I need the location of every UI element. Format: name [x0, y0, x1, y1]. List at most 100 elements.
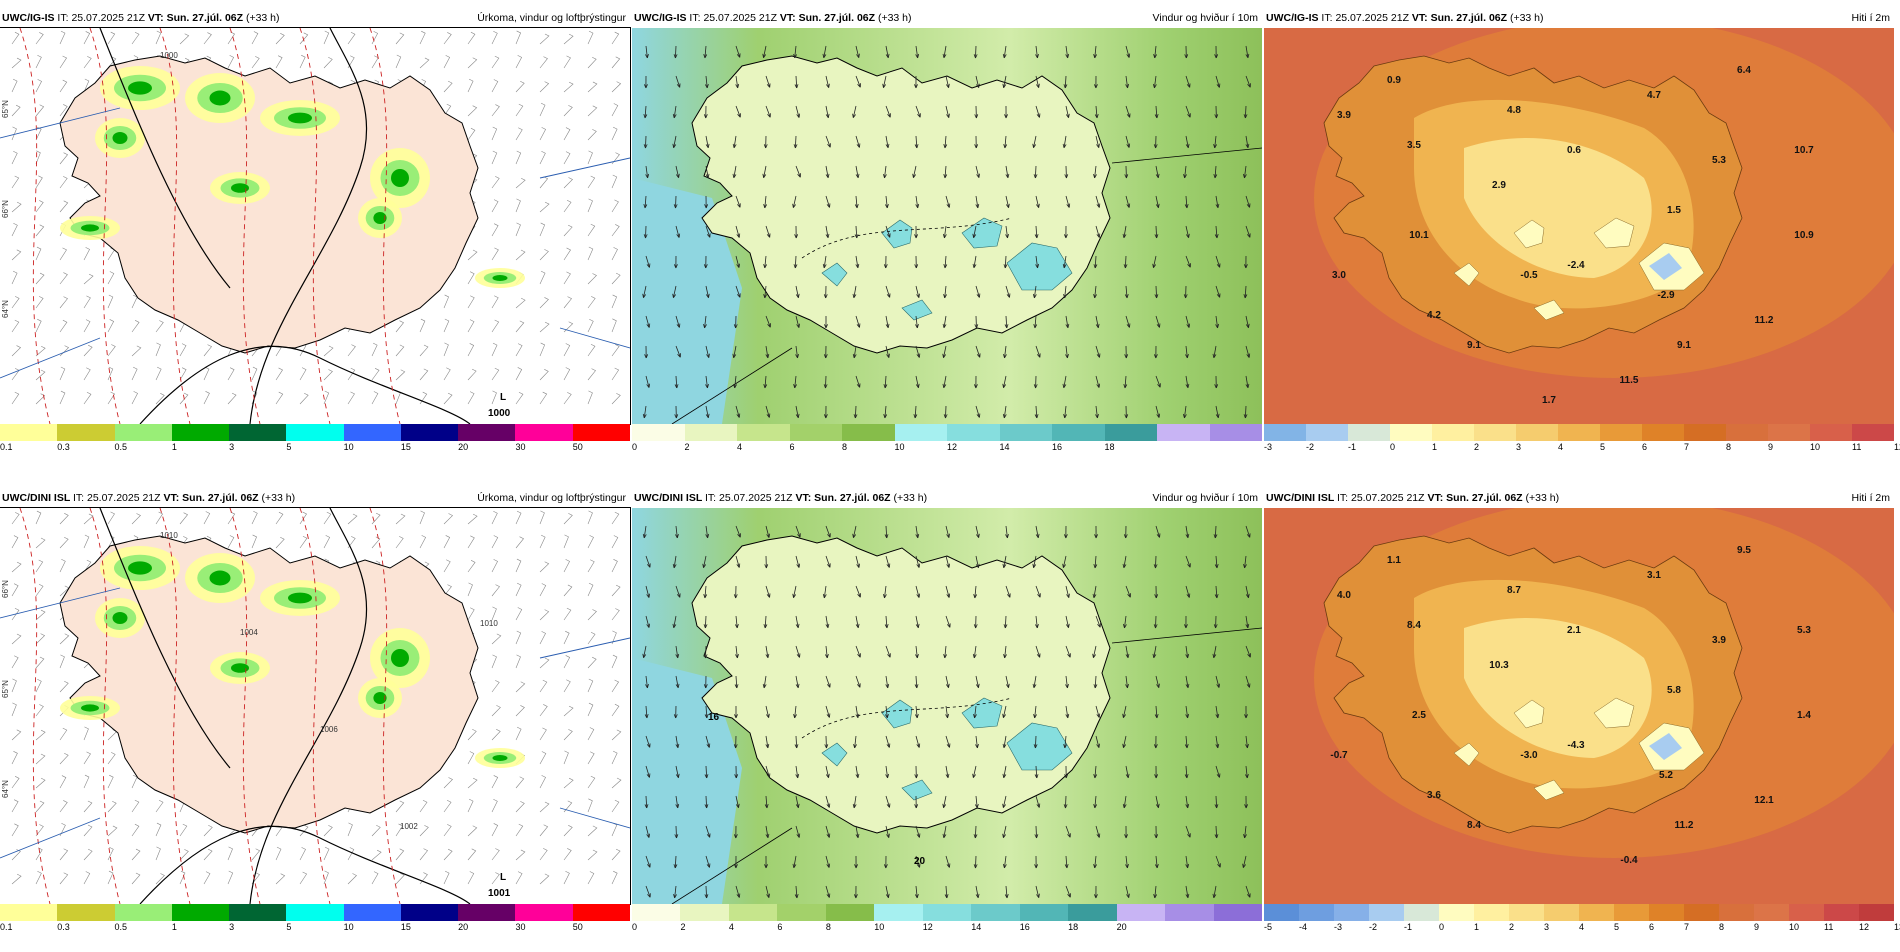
colorbar-tick: 18	[1105, 442, 1115, 452]
temperature-label: 4.0	[1337, 590, 1351, 601]
colorbar-swatch	[1558, 424, 1600, 441]
colorbar-tick: -1	[1348, 442, 1356, 452]
colorbar	[632, 904, 1262, 921]
colorbar-tick: 10	[1810, 442, 1820, 452]
colorbar-swatch	[344, 424, 401, 441]
latitude-label: 65°N	[1, 680, 10, 698]
it-value: 25.07.2025 21Z	[1335, 12, 1411, 24]
panel-title: Hiti í 2m	[1851, 8, 1890, 28]
colorbar-swatch	[286, 424, 343, 441]
colorbar	[1264, 904, 1894, 921]
colorbar-tick: 4	[1579, 922, 1584, 932]
colorbar-tick: 10	[895, 442, 905, 452]
temperature-label: 4.7	[1647, 90, 1661, 101]
vt-label: VT:	[1412, 12, 1431, 24]
colorbar-tick: -3	[1264, 442, 1272, 452]
colorbar-swatch	[57, 424, 114, 441]
colorbar-swatch	[1157, 424, 1210, 441]
colorbar-tick: 13	[1894, 922, 1900, 932]
colorbar-tick: 8	[842, 442, 847, 452]
colorbar-swatch	[1052, 424, 1105, 441]
colorbar-tick: 6	[1642, 442, 1647, 452]
colorbar-swatch	[115, 424, 172, 441]
colorbar-swatch	[172, 424, 229, 441]
colorbar-tick: 20	[1117, 922, 1127, 932]
colorbar-swatch	[1859, 904, 1894, 921]
panel-header: UWC/IG-IS IT: 25.07.2025 21Z VT: Sun. 27…	[1264, 8, 1894, 28]
colorbar	[632, 424, 1262, 441]
temperature-label: 2.9	[1492, 180, 1506, 191]
colorbar-swatch	[1642, 424, 1684, 441]
it-value: 25.07.2025 21Z	[87, 492, 163, 504]
panel-ig-precip: UWC/IG-IS IT: 25.07.2025 21Z VT: Sun. 27…	[0, 8, 630, 472]
gust-label: 16	[708, 712, 720, 723]
lead: (+33 h)	[262, 492, 296, 504]
lead: (+33 h)	[1526, 492, 1560, 504]
temperature-label: 8.4	[1467, 820, 1481, 831]
colorbar-tick: 16	[1052, 442, 1062, 452]
colorbar-tick: 20	[458, 442, 468, 452]
colorbar-tick: 20	[458, 922, 468, 932]
colorbar-tick: 0	[1390, 442, 1395, 452]
vt-label: VT:	[780, 12, 799, 24]
temperature-label: 2.5	[1412, 710, 1426, 721]
colorbar-swatch	[0, 424, 57, 441]
temperature-label: -0.5	[1520, 270, 1538, 281]
colorbar-swatch	[229, 424, 286, 441]
colorbar-tick: 0.1	[0, 922, 13, 932]
colorbar-swatch	[1214, 904, 1262, 921]
model: UWC/DINI ISL	[1266, 492, 1337, 504]
temperature-label: 1.7	[1542, 395, 1556, 406]
temperature-label: -0.4	[1620, 855, 1638, 866]
vt-label: VT:	[148, 12, 167, 24]
colorbar-swatch	[1852, 424, 1894, 441]
colorbar-tick: 18	[1068, 922, 1078, 932]
latitude-label: 66°N	[1, 200, 10, 218]
colorbar-swatch	[777, 904, 825, 921]
temperature-label: 1.1	[1387, 555, 1401, 566]
vt-value: Sun. 27.júl. 06Z	[1446, 492, 1525, 504]
colorbar-tick: 5	[1600, 442, 1605, 452]
colorbar-tick: 1	[172, 442, 177, 452]
colorbar-swatch	[515, 904, 572, 921]
colorbar-swatch	[923, 904, 971, 921]
temperature-label: 8.4	[1407, 620, 1421, 631]
run-info: UWC/DINI ISL IT: 25.07.2025 21Z VT: Sun.…	[2, 488, 295, 508]
colorbar-tick: 12	[947, 442, 957, 452]
temperature-label: 0.6	[1567, 145, 1581, 156]
colorbar-swatch	[1649, 904, 1684, 921]
colorbar-tick: 5	[286, 442, 291, 452]
colorbar-swatch	[680, 904, 728, 921]
colorbar-swatch	[1684, 904, 1719, 921]
colorbar-tick: 12	[1894, 442, 1900, 452]
temperature-label: 12.1	[1754, 795, 1774, 806]
colorbar-tick: 9	[1768, 442, 1773, 452]
colorbar-swatch	[1789, 904, 1824, 921]
panel-title: Vindur og hviður í 10m	[1153, 488, 1258, 508]
colorbar-swatch	[1544, 904, 1579, 921]
colorbar-swatch	[1165, 904, 1213, 921]
colorbar-tick: 3	[229, 922, 234, 932]
colorbar-tick: 8	[1726, 442, 1731, 452]
run-info: UWC/DINI ISL IT: 25.07.2025 21Z VT: Sun.…	[634, 488, 927, 508]
panel-title: Úrkoma, vindur og loftþrýstingur	[477, 8, 626, 28]
colorbar-tick: 1	[1432, 442, 1437, 452]
temperature-label: 3.6	[1427, 790, 1441, 801]
isobar-label: 1004	[240, 628, 258, 637]
colorbar-swatch	[1439, 904, 1474, 921]
colorbar-tick: 15	[401, 922, 411, 932]
colorbar-tick: 10	[1789, 922, 1799, 932]
model: UWC/IG-IS	[2, 12, 57, 24]
it-label: IT:	[705, 492, 719, 504]
colorbar-swatch	[57, 904, 114, 921]
temperature-label: -2.9	[1657, 290, 1675, 301]
colorbar-swatch	[1824, 904, 1859, 921]
panel-header: UWC/DINI ISL IT: 25.07.2025 21Z VT: Sun.…	[1264, 488, 1894, 508]
panel-title: Hiti í 2m	[1851, 488, 1890, 508]
colorbar-swatch	[1726, 424, 1768, 441]
latitude-label: 66°N	[1, 580, 10, 598]
temperature-label: 5.3	[1712, 155, 1726, 166]
